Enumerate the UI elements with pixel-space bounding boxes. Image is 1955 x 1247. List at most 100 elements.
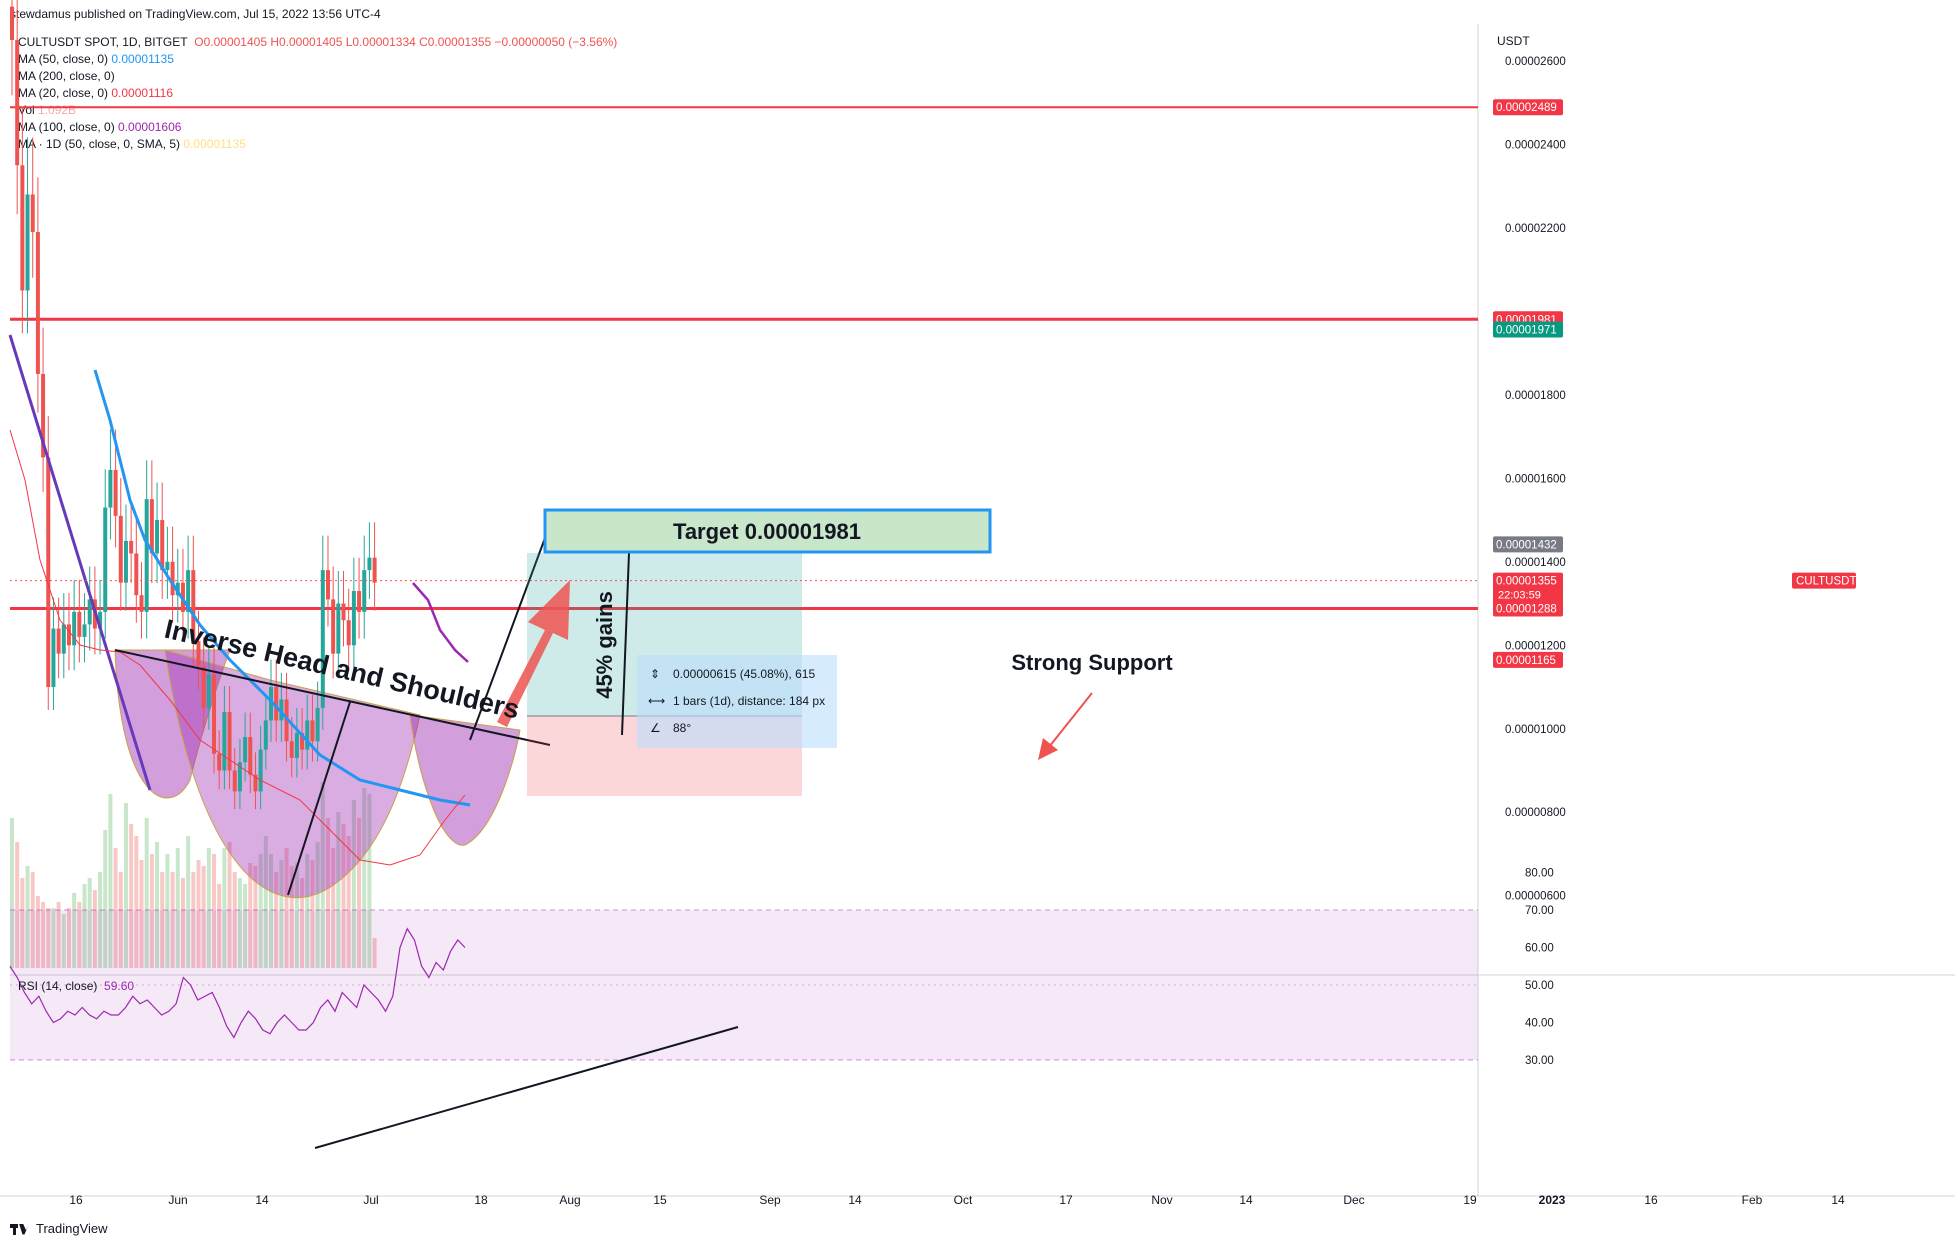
indicator-value: 0.00001135 <box>111 52 174 66</box>
candle-body <box>258 749 263 792</box>
time-tick-label: 15 <box>653 1193 667 1207</box>
time-tick-label: 19 <box>1463 1193 1477 1207</box>
time-tick-label: Nov <box>1151 1193 1172 1207</box>
candle-body <box>196 641 201 667</box>
candle-body <box>72 611 77 646</box>
candle-body <box>372 557 377 583</box>
left-shoulder-shape <box>114 649 231 799</box>
candle-body <box>170 561 175 596</box>
level-badge: 0.00002489 <box>1496 102 1557 114</box>
legend-symbol-row[interactable]: CULTUSDT SPOT, 1D, BITGET O0.00001405 H0… <box>18 34 617 51</box>
volume-bar <box>20 878 25 968</box>
rsi-label: RSI (14, close) <box>18 979 98 993</box>
publish-line: stewdamus published on TradingView.com, … <box>10 7 381 21</box>
support-arrow-head <box>1038 738 1058 760</box>
legend-indicator-row[interactable]: MA (20, close, 0) 0.00001116 <box>18 85 617 102</box>
volume-bar <box>98 872 103 968</box>
volume-bar <box>284 848 289 968</box>
support-label: Strong Support <box>1011 650 1173 675</box>
candle-body <box>294 732 299 758</box>
countdown-badge: 22:03:59 <box>1498 590 1541 602</box>
footer-brand[interactable]: TradingView <box>10 1221 108 1236</box>
price-unit-label: USDT <box>1497 34 1530 48</box>
candle-body <box>274 687 279 721</box>
volume-bar <box>253 866 258 968</box>
volume-bar <box>196 860 201 968</box>
candle-body <box>357 591 362 612</box>
candle-body <box>243 737 248 763</box>
candle-body <box>315 707 320 742</box>
volume-bar <box>274 872 279 968</box>
legend-indicator-row[interactable]: MA (100, close, 0) 0.00001606 <box>18 119 617 136</box>
candle-body <box>134 553 139 596</box>
indicator-value: 0.00001606 <box>118 120 182 134</box>
volume-bar <box>325 818 330 968</box>
measure-bars-icon: ⟷ <box>648 694 665 708</box>
candle-body <box>362 570 367 612</box>
rsi-band-fill <box>10 910 1478 1060</box>
volume-bar <box>118 872 123 968</box>
volume-bar <box>51 908 56 968</box>
price-tick-label: 0.00002400 <box>1505 139 1566 151</box>
measure-tooltip-bg <box>637 655 837 748</box>
indicator-value: 0.00001116 <box>111 86 173 100</box>
level-badge-bg <box>1493 600 1563 617</box>
volume-bar <box>66 908 71 968</box>
volume-bar <box>15 842 20 968</box>
candle-body <box>367 557 372 571</box>
volume-bar <box>367 794 372 968</box>
ma-50-line <box>93 369 471 807</box>
rsi-line <box>9 927 466 1039</box>
candle-body <box>346 620 351 646</box>
symbol-title[interactable]: CULTUSDT SPOT, 1D, BITGET <box>18 35 188 49</box>
candle-body <box>108 469 113 508</box>
candle-body <box>289 741 294 758</box>
legend-indicator-row[interactable]: MA (50, close, 0) 0.00001135 <box>18 51 617 68</box>
last-price-badge: 0.00001355 <box>1496 576 1557 588</box>
rsi-value: 59.60 <box>104 979 135 993</box>
ma-200-line <box>8 334 152 791</box>
candle-body <box>15 40 20 166</box>
candle-body <box>351 591 356 646</box>
candle-body <box>149 499 154 554</box>
measure-angle-icon: ∠ <box>650 721 661 735</box>
tradingview-logo-icon <box>10 1222 30 1236</box>
candle-body <box>300 732 305 750</box>
rsi-legend[interactable]: RSI (14, close) 59.60 <box>18 979 134 993</box>
legend-indicator-row[interactable]: MA · 1D (50, close, 0, SMA, 5) 0.0000113… <box>18 136 617 153</box>
symbol-tag: CULTUSDT <box>1796 576 1856 588</box>
volume-bar <box>82 884 87 968</box>
entry-badge: 0.00001432 <box>1496 539 1557 551</box>
candle-body <box>41 373 46 458</box>
rsi-tick-label: 30.00 <box>1525 1055 1554 1067</box>
candle-body <box>30 194 35 233</box>
price-tick-label: 0.00001000 <box>1505 724 1566 736</box>
candle-body <box>175 582 180 596</box>
ma-100-line <box>412 582 469 663</box>
volume-bar <box>123 803 128 968</box>
candle-body <box>118 515 123 583</box>
volume-bar <box>108 794 113 968</box>
volume-bar <box>155 842 160 968</box>
volume-bar <box>269 854 273 968</box>
candle-body <box>191 570 196 642</box>
indicator-value: 0.00001135 <box>183 137 246 151</box>
candle-body <box>237 762 242 792</box>
volume-bar <box>258 854 263 968</box>
legend-indicator-row[interactable]: MA (200, close, 0) <box>18 68 617 85</box>
volume-bar <box>72 893 77 968</box>
volume-bar <box>160 872 165 968</box>
volume-bar <box>351 800 356 968</box>
candle-body <box>51 628 56 688</box>
measure-range-icon: ⇕ <box>650 667 660 681</box>
candle-body <box>87 599 92 625</box>
volume-bar <box>10 818 14 968</box>
volume-bar <box>87 878 92 968</box>
brand-text: TradingView <box>36 1221 108 1236</box>
target-label: Target 0.00001981 <box>673 519 861 544</box>
volume-bar <box>113 848 118 968</box>
volume-bar <box>92 890 97 968</box>
time-tick-label: Oct <box>954 1193 973 1207</box>
volume-bar <box>300 878 305 968</box>
